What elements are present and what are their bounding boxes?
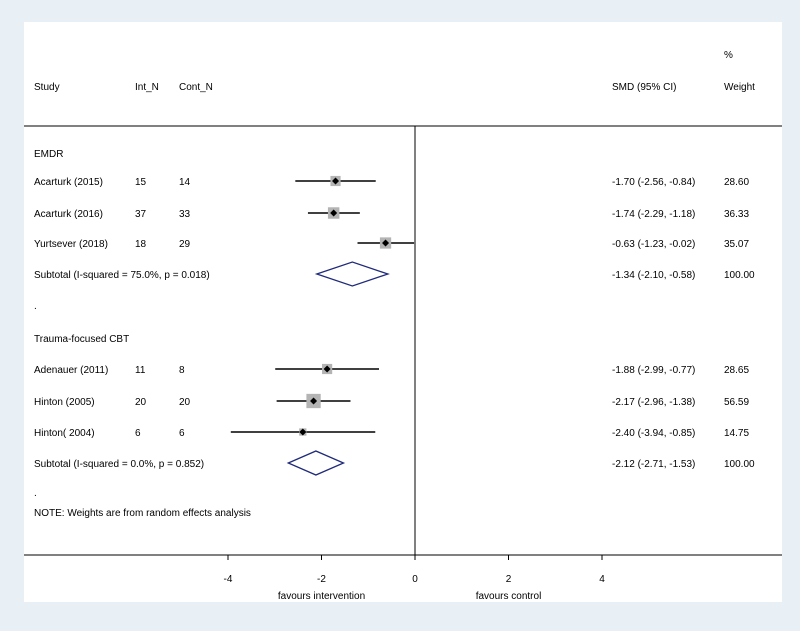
- header-weight-symbol: %: [724, 50, 733, 61]
- x-tick-label: 0: [412, 574, 418, 585]
- group-separator: .: [34, 301, 37, 312]
- study-ci-text: -1.88 (-2.99, -0.77): [612, 365, 695, 376]
- study-cont-n: 8: [179, 365, 185, 376]
- study-cont-n: 33: [179, 209, 191, 220]
- x-tick-label: 4: [599, 574, 605, 585]
- header-weight: Weight: [724, 82, 755, 93]
- x-tick-label: -4: [224, 574, 233, 585]
- study-int-n: 6: [135, 428, 141, 439]
- subtotal-ci-text: -2.12 (-2.71, -1.53): [612, 459, 695, 470]
- study-name: Acarturk (2015): [34, 177, 103, 188]
- study-ci-text: -2.17 (-2.96, -1.38): [612, 397, 695, 408]
- x-label-right: favours control: [476, 591, 542, 602]
- subtotal-ci-text: -1.34 (-2.10, -0.58): [612, 270, 695, 281]
- x-tick-label: 2: [506, 574, 512, 585]
- study-name: Yurtsever (2018): [34, 239, 108, 250]
- header-smd-ci: SMD (95% CI): [612, 82, 676, 93]
- group-separator: .: [34, 488, 37, 499]
- study-name: Adenauer (2011): [34, 365, 108, 376]
- study-weight-text: 56.59: [724, 397, 749, 408]
- point-estimate: [332, 177, 340, 185]
- study-ci-text: -1.70 (-2.56, -0.84): [612, 177, 695, 188]
- group-title: Trauma-focused CBT: [34, 334, 129, 345]
- study-ci-text: -1.74 (-2.29, -1.18): [612, 209, 695, 220]
- point-estimate: [299, 428, 307, 436]
- forest-plot: Study Int_N Cont_N SMD (95% CI)% Weight -4 -2 0…: [24, 22, 782, 602]
- study-int-n: 15: [135, 177, 147, 188]
- point-estimate: [323, 365, 331, 373]
- study-weight-text: 35.07: [724, 239, 749, 250]
- forest-plot-svg: Study Int_N Cont_N SMD (95% CI)% Weight -4 -2 0…: [24, 50, 782, 602]
- study-int-n: 37: [135, 209, 147, 220]
- footnote: NOTE: Weights are from random effects an…: [34, 508, 251, 519]
- study-name: Acarturk (2016): [34, 209, 103, 220]
- subtotal-diamond: [314, 261, 390, 287]
- subtotal-label: Subtotal (I-squared = 75.0%, p = 0.018): [34, 270, 210, 281]
- subtotal-diamond: [286, 450, 346, 476]
- subtotal-weight-text: 100.00: [724, 270, 755, 281]
- x-tick-label: -2: [317, 574, 326, 585]
- point-estimate: [310, 397, 318, 405]
- study-cont-n: 14: [179, 177, 191, 188]
- group-title: EMDR: [34, 149, 63, 160]
- study-cont-n: 20: [179, 397, 191, 408]
- study-weight-text: 14.75: [724, 428, 749, 439]
- study-ci-text: -2.40 (-3.94, -0.85): [612, 428, 695, 439]
- point-estimate: [382, 239, 390, 247]
- study-weight-text: 36.33: [724, 209, 749, 220]
- study-int-n: 18: [135, 239, 147, 250]
- study-ci-text: -0.63 (-1.23, -0.02): [612, 239, 695, 250]
- study-weight-text: 28.65: [724, 365, 749, 376]
- study-name: Hinton( 2004): [34, 428, 95, 439]
- study-int-n: 20: [135, 397, 147, 408]
- study-weight-text: 28.60: [724, 177, 749, 188]
- subtotal-label: Subtotal (I-squared = 0.0%, p = 0.852): [34, 459, 204, 470]
- point-estimate: [330, 209, 338, 217]
- study-name: Hinton (2005): [34, 397, 95, 408]
- study-int-n: 11: [135, 365, 146, 376]
- subtotal-weight-text: 100.00: [724, 459, 755, 470]
- header-cont-n: Cont_N: [179, 82, 213, 93]
- header-int-n: Int_N: [135, 82, 159, 93]
- study-cont-n: 6: [179, 428, 185, 439]
- x-label-left: favours intervention: [278, 591, 365, 602]
- header-study: Study: [34, 82, 60, 93]
- study-cont-n: 29: [179, 239, 191, 250]
